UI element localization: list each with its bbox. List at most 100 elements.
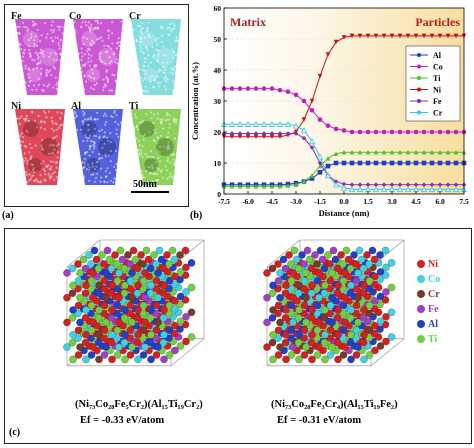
map-atom <box>25 117 28 120</box>
map-atom <box>55 83 58 86</box>
map-atom <box>98 129 101 133</box>
map-atom <box>90 26 93 29</box>
atom-ni <box>371 322 379 330</box>
atom-co <box>107 264 116 273</box>
atom-ti <box>365 301 374 310</box>
atom-ni <box>341 293 349 302</box>
map-atom <box>157 70 160 73</box>
map-atom <box>96 161 99 164</box>
map-atom <box>55 161 58 164</box>
data-point-co <box>261 86 267 91</box>
map-atom <box>160 34 163 37</box>
data-point-cr <box>397 186 403 193</box>
map-atom <box>36 28 39 31</box>
data-point-co <box>445 129 451 135</box>
map-atom <box>88 148 91 151</box>
x-tick-label: -4.5 <box>266 197 278 206</box>
atom-legend-item-al: Al <box>417 319 438 331</box>
atom-ti <box>76 269 84 277</box>
map-atom <box>115 162 118 166</box>
map-atom <box>165 54 168 57</box>
map-atom <box>106 136 109 139</box>
map-precipitate <box>139 121 155 137</box>
map-atom <box>37 83 41 86</box>
atom-ti <box>294 314 303 322</box>
atom-fe <box>329 246 338 255</box>
map-atom <box>59 59 62 62</box>
atom-co <box>276 269 284 277</box>
map-atom <box>173 161 176 164</box>
map-atom <box>162 65 165 68</box>
atom-co <box>307 289 316 297</box>
map-atom <box>140 47 143 50</box>
map-atom <box>104 123 107 126</box>
map-atom <box>164 66 167 69</box>
map-atom <box>87 26 90 29</box>
map-atom <box>89 145 92 148</box>
map-atom <box>28 142 31 146</box>
data-point-co <box>309 108 315 113</box>
map-atom <box>105 114 108 117</box>
map-atom <box>87 47 90 51</box>
map-atom <box>142 64 145 67</box>
legend-label-ni: Ni <box>433 86 442 95</box>
data-point-co <box>333 126 339 132</box>
data-point-fe <box>373 182 379 187</box>
element-map-ti <box>131 109 181 185</box>
atom-al <box>368 246 377 255</box>
structure-2-formation-energy: Ef = -0.31 eV/atom <box>277 415 362 426</box>
map-atom <box>38 62 42 65</box>
map-atom <box>148 181 151 184</box>
atom-ni <box>137 251 145 259</box>
atom-ti <box>131 255 140 264</box>
data-point-ni <box>269 134 275 139</box>
map-atom <box>143 89 146 93</box>
map-atom <box>175 121 178 124</box>
map-atom <box>99 180 102 183</box>
map-atom <box>51 20 54 23</box>
map-atom <box>88 179 91 182</box>
map-atom <box>87 60 90 64</box>
map-precipitate <box>156 48 174 66</box>
crystal-structure-1 <box>63 239 205 367</box>
map-atom <box>89 23 93 26</box>
atom-al <box>328 293 336 302</box>
atom-ni <box>107 338 116 347</box>
map-atom <box>20 115 23 118</box>
data-point-fe <box>229 131 235 136</box>
data-point-cr <box>229 121 235 127</box>
map-atom <box>166 112 169 115</box>
atom-ni <box>133 338 142 347</box>
map-atom <box>162 145 165 148</box>
map-atom <box>113 177 116 180</box>
legend-marker-co <box>417 64 421 69</box>
map-atom <box>138 25 141 28</box>
map-atom <box>30 163 33 166</box>
data-point-co <box>229 86 235 91</box>
data-point-ni <box>309 98 315 104</box>
map-atom <box>87 57 90 60</box>
map-atom <box>34 144 37 147</box>
map-atom <box>93 167 96 171</box>
atom-al <box>287 301 296 310</box>
data-point-co <box>405 129 411 135</box>
map-atom <box>167 131 170 134</box>
map-atom <box>93 180 96 183</box>
map-atom <box>158 151 161 154</box>
crystal-structures-panel: (Ni₇₃Co₂₈Fe₅Cr₂)(Al₁₅Ti₁₉Cr₂) Ef = -0.33… <box>4 228 472 444</box>
atom-ni <box>63 318 71 327</box>
panel-b-label: (b) <box>190 210 203 221</box>
atom-fe <box>318 255 327 264</box>
atom-ni <box>89 343 97 351</box>
atom-cr <box>95 331 103 339</box>
map-atom <box>172 158 175 161</box>
map-atom <box>99 55 102 58</box>
data-point-ti <box>413 149 419 155</box>
map-precipitate <box>139 31 155 47</box>
map-atom <box>167 141 170 144</box>
data-point-ti <box>445 149 451 155</box>
atom-legend-label: Ti <box>428 334 438 345</box>
map-atom <box>156 81 159 84</box>
atom-co <box>365 260 373 268</box>
map-atom <box>143 77 147 80</box>
